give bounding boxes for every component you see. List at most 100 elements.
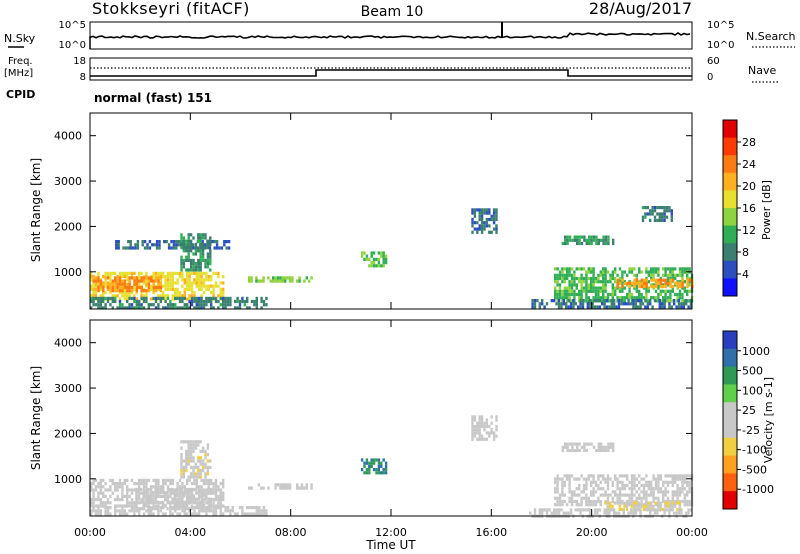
heatmap-cell xyxy=(614,286,617,290)
heatmap-cell xyxy=(181,299,184,304)
heatmap-cell xyxy=(564,445,567,449)
heatmap-cell xyxy=(554,280,557,284)
heatmap-cell xyxy=(133,287,136,291)
heatmap-cell xyxy=(189,443,193,447)
heatmap-cell xyxy=(241,512,244,516)
heatmap-cell xyxy=(171,284,174,288)
heatmap-cell xyxy=(368,468,371,472)
heatmap-cell xyxy=(135,494,138,498)
heatmap-cell xyxy=(187,239,190,243)
heatmap-cell xyxy=(210,306,213,310)
heatmap-cell xyxy=(111,482,114,486)
heatmap-cell xyxy=(554,480,557,484)
heatmap-cell xyxy=(578,483,581,488)
heatmap-cell xyxy=(647,480,650,484)
heatmap-cell xyxy=(556,503,559,507)
heatmap-cell xyxy=(662,493,665,497)
heatmap-cell xyxy=(90,271,93,275)
heatmap-cell xyxy=(181,506,184,510)
heatmap-cell xyxy=(563,286,566,290)
heatmap-cell xyxy=(575,283,578,287)
colorbar-tick-label: 12 xyxy=(742,224,756,237)
heatmap-cell xyxy=(194,472,198,476)
heatmap-cell xyxy=(217,294,220,298)
heatmap-cell xyxy=(568,270,571,274)
heatmap-cell xyxy=(585,448,588,453)
heatmap-cell xyxy=(614,267,617,271)
heatmap-cell xyxy=(597,241,600,246)
heatmap-cell xyxy=(118,276,122,280)
heatmap-cell xyxy=(185,465,188,469)
heatmap-cell xyxy=(621,283,624,287)
heatmap-cell xyxy=(109,494,112,498)
heatmap-cell xyxy=(180,440,183,444)
heatmap-cell xyxy=(609,493,612,497)
heatmap-cell xyxy=(674,480,677,484)
heatmap-cell xyxy=(169,299,172,304)
heatmap-cell xyxy=(161,487,164,492)
heatmap-cell xyxy=(602,448,605,453)
heatmap-cell xyxy=(645,296,648,300)
heatmap-cell xyxy=(578,280,581,284)
heatmap-cell xyxy=(666,289,670,293)
heatmap-cell xyxy=(140,276,143,280)
heatmap-cell xyxy=(558,283,562,287)
heatmap-cell xyxy=(649,508,652,512)
heatmap-cell xyxy=(166,485,170,489)
heatmap-cell xyxy=(471,431,474,435)
heatmap-cell xyxy=(580,286,583,290)
heatmap-cell xyxy=(578,503,581,507)
heatmap-cell xyxy=(471,211,474,215)
heatmap-cell xyxy=(608,305,611,309)
heatmap-cell xyxy=(194,440,198,444)
heatmap-cell xyxy=(114,282,117,286)
heatmap-cell xyxy=(580,490,583,494)
heatmap-cell xyxy=(645,507,648,512)
heatmap-cell xyxy=(590,480,593,484)
heatmap-cell xyxy=(533,305,537,309)
heatmap-cell xyxy=(133,299,136,304)
heatmap-cell xyxy=(662,499,665,504)
heatmap-cell xyxy=(677,511,681,515)
heatmap-cell xyxy=(310,486,313,490)
heatmap-cell xyxy=(92,488,95,492)
heatmap-cell xyxy=(188,297,191,301)
heatmap-cell xyxy=(370,261,373,265)
heatmap-cell xyxy=(152,282,155,286)
heatmap-cell xyxy=(647,273,650,277)
heatmap-cell xyxy=(590,490,593,494)
heatmap-cell xyxy=(686,289,689,293)
heatmap-cell xyxy=(495,211,498,215)
heatmap-cell xyxy=(666,299,670,303)
heatmap-cell xyxy=(192,487,196,492)
heatmap-cell xyxy=(568,286,571,290)
heatmap-cell xyxy=(157,504,160,508)
heatmap-cell xyxy=(152,296,155,300)
heatmap-cell xyxy=(585,503,588,507)
heatmap-cell xyxy=(372,261,376,265)
heatmap-cell xyxy=(555,508,558,512)
heatmap-cell xyxy=(471,424,474,429)
heatmap-cell xyxy=(158,246,161,250)
heatmap-cell xyxy=(652,283,655,287)
heatmap-cell xyxy=(602,493,605,497)
heatmap-cell xyxy=(676,483,679,488)
heatmap-cell xyxy=(617,305,621,309)
heatmap-cell xyxy=(180,268,183,272)
heatmap-cell xyxy=(182,475,186,479)
heatmap-cell xyxy=(217,284,220,288)
heatmap-cell xyxy=(186,281,189,285)
date-label: 28/Aug/2017 xyxy=(589,0,692,18)
heatmap-cell xyxy=(589,299,592,303)
heatmap-cell xyxy=(578,487,581,491)
heatmap-cell xyxy=(265,303,268,307)
heatmap-cell xyxy=(686,490,689,494)
heatmap-cell xyxy=(576,442,579,446)
heatmap-cell xyxy=(142,494,145,498)
heatmap-cell xyxy=(576,445,579,449)
heatmap-cell xyxy=(109,506,112,510)
heatmap-cell xyxy=(189,456,193,460)
heatmap-cell xyxy=(174,501,177,505)
heatmap-cell xyxy=(623,286,626,290)
heatmap-cell xyxy=(656,218,659,222)
